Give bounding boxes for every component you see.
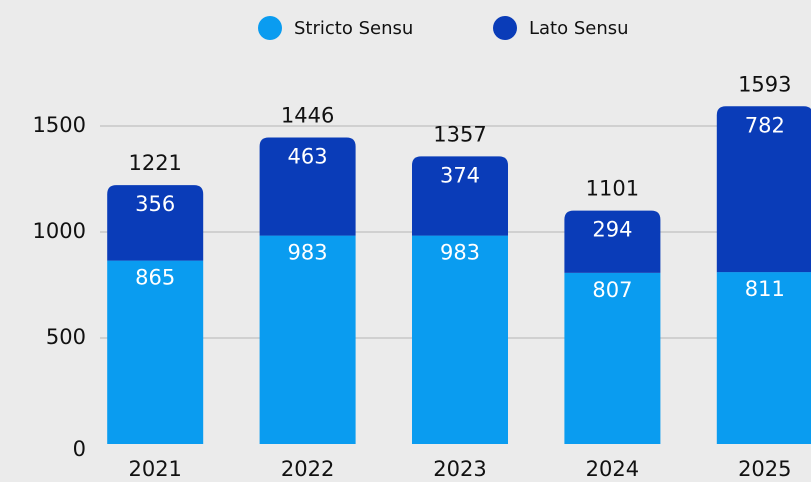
total-label: 1593 — [738, 72, 791, 96]
total-label: 1101 — [586, 177, 639, 201]
y-tick-label: 1500 — [33, 113, 86, 137]
total-label: 1221 — [128, 151, 181, 175]
segment-label: 374 — [440, 163, 480, 187]
x-tick-label: 2024 — [586, 457, 639, 481]
legend-label: Stricto Sensu — [294, 18, 413, 39]
bar-segment — [259, 137, 356, 236]
legend-label: Lato Sensu — [529, 18, 629, 39]
legend-swatch — [258, 16, 282, 40]
segment-label: 865 — [135, 266, 175, 290]
segment-label: 807 — [592, 278, 632, 302]
total-label: 1446 — [281, 103, 334, 127]
bar-segment — [412, 156, 508, 236]
bar-segment — [564, 210, 661, 273]
segment-label: 356 — [135, 192, 175, 216]
bar-segment — [564, 272, 661, 444]
segment-label: 463 — [288, 144, 328, 168]
bar-segment — [107, 260, 204, 444]
y-tick-label: 1000 — [33, 219, 86, 243]
x-tick-label: 2025 — [738, 457, 791, 481]
x-tick-label: 2021 — [128, 457, 181, 481]
total-label: 1357 — [433, 122, 486, 146]
y-tick-label: 500 — [46, 325, 86, 349]
bar-segment — [716, 272, 811, 444]
y-tick-label: 0 — [73, 437, 86, 461]
segment-label: 782 — [745, 113, 785, 137]
segment-label: 983 — [440, 241, 480, 265]
bar-segment — [259, 235, 356, 444]
segment-label: 983 — [288, 241, 328, 265]
segment-label: 294 — [592, 218, 632, 242]
segment-label: 811 — [745, 277, 785, 301]
legend-swatch — [493, 16, 517, 40]
bar-segment — [412, 235, 508, 444]
bar-segment — [716, 106, 811, 273]
bar-segment — [107, 185, 204, 261]
legend: Stricto Sensu Lato Sensu — [258, 16, 629, 40]
x-tick-label: 2022 — [281, 457, 334, 481]
x-tick-label: 2023 — [433, 457, 486, 481]
